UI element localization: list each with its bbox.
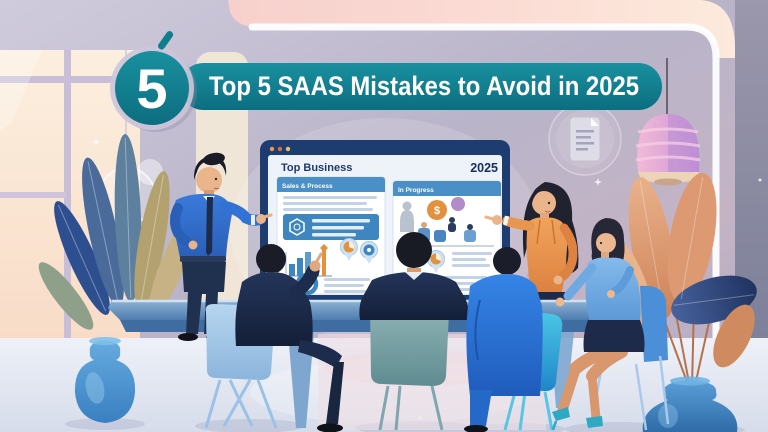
woman-right-skirt bbox=[583, 320, 645, 352]
seated-man-2-torso bbox=[359, 272, 469, 320]
right-card-header: In Progress bbox=[398, 187, 434, 194]
seated-woman-right bbox=[551, 218, 670, 431]
badge-stem-icon bbox=[158, 31, 174, 50]
screen-year: 2025 bbox=[470, 161, 498, 175]
woman-right-heel-2 bbox=[586, 416, 603, 428]
pin-pie-icon bbox=[340, 238, 358, 261]
man-presenter-face bbox=[196, 167, 222, 193]
document-badge bbox=[548, 102, 622, 176]
pin-pie-icon-2 bbox=[427, 250, 445, 273]
seated-man-blue-torso bbox=[466, 274, 543, 396]
pin-dot-icon bbox=[360, 241, 378, 264]
document-icon bbox=[570, 117, 600, 161]
left-card-header: Sales & Process bbox=[282, 183, 333, 190]
screen-header: Top Business bbox=[281, 162, 352, 174]
table-leg-left bbox=[288, 332, 314, 428]
woman-arm-hip bbox=[557, 223, 578, 282]
woman-right-arm bbox=[563, 263, 597, 301]
title-banner: Top 5 SAAS Mistakes to Avoid in 2025 bbox=[180, 63, 662, 110]
man-presenter-belt bbox=[180, 256, 226, 262]
title-badge: 5 bbox=[110, 31, 197, 132]
pendant-lamp bbox=[635, 58, 701, 186]
woman-blazer bbox=[526, 217, 568, 292]
man-presenter-arm-bent bbox=[170, 203, 194, 248]
presenter-left bbox=[170, 152, 273, 341]
dollar-circle-icon: $ bbox=[427, 200, 447, 220]
woman-face bbox=[532, 191, 556, 215]
woman-right-face bbox=[596, 233, 616, 253]
seated-man-blue-head bbox=[493, 247, 521, 275]
badge-number: 5 bbox=[136, 57, 167, 120]
hexagon-badge-icon bbox=[289, 218, 305, 236]
seated-man-1-head bbox=[256, 244, 286, 274]
svg-text:$: $ bbox=[434, 205, 440, 217]
seated-man-1-raised-arm bbox=[289, 264, 320, 299]
window-dots-icon bbox=[269, 146, 291, 152]
left-plant-pot bbox=[74, 337, 136, 423]
seated-man-2-head bbox=[396, 232, 432, 268]
seated-man-blue bbox=[464, 247, 543, 432]
left-card-text-lines bbox=[283, 196, 377, 211]
man-presenter-tie bbox=[206, 197, 213, 256]
room-frame-line bbox=[248, 23, 720, 348]
seated-man-2 bbox=[359, 232, 469, 320]
banner-text: Top 5 SAAS Mistakes to Avoid in 2025 bbox=[209, 71, 639, 101]
dashboard-card-left: Sales & Process bbox=[276, 176, 386, 296]
presentation-screen: Top Business 2025 Sales & Process bbox=[230, 118, 540, 342]
seated-man-1 bbox=[235, 244, 344, 432]
woman-right-heel-1 bbox=[552, 407, 570, 421]
woman-arm-pointing bbox=[502, 216, 535, 231]
window-light-streak bbox=[0, 50, 42, 132]
left-plant bbox=[38, 134, 196, 423]
ceiling-band bbox=[228, 0, 735, 58]
hexagon-badge-panel bbox=[283, 214, 379, 240]
left-card-footer-lines bbox=[324, 278, 370, 293]
